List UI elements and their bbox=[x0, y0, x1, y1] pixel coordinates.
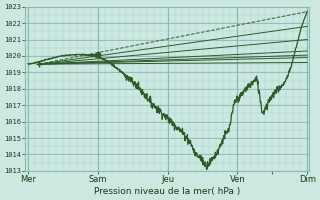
X-axis label: Pression niveau de la mer( hPa ): Pression niveau de la mer( hPa ) bbox=[94, 187, 240, 196]
